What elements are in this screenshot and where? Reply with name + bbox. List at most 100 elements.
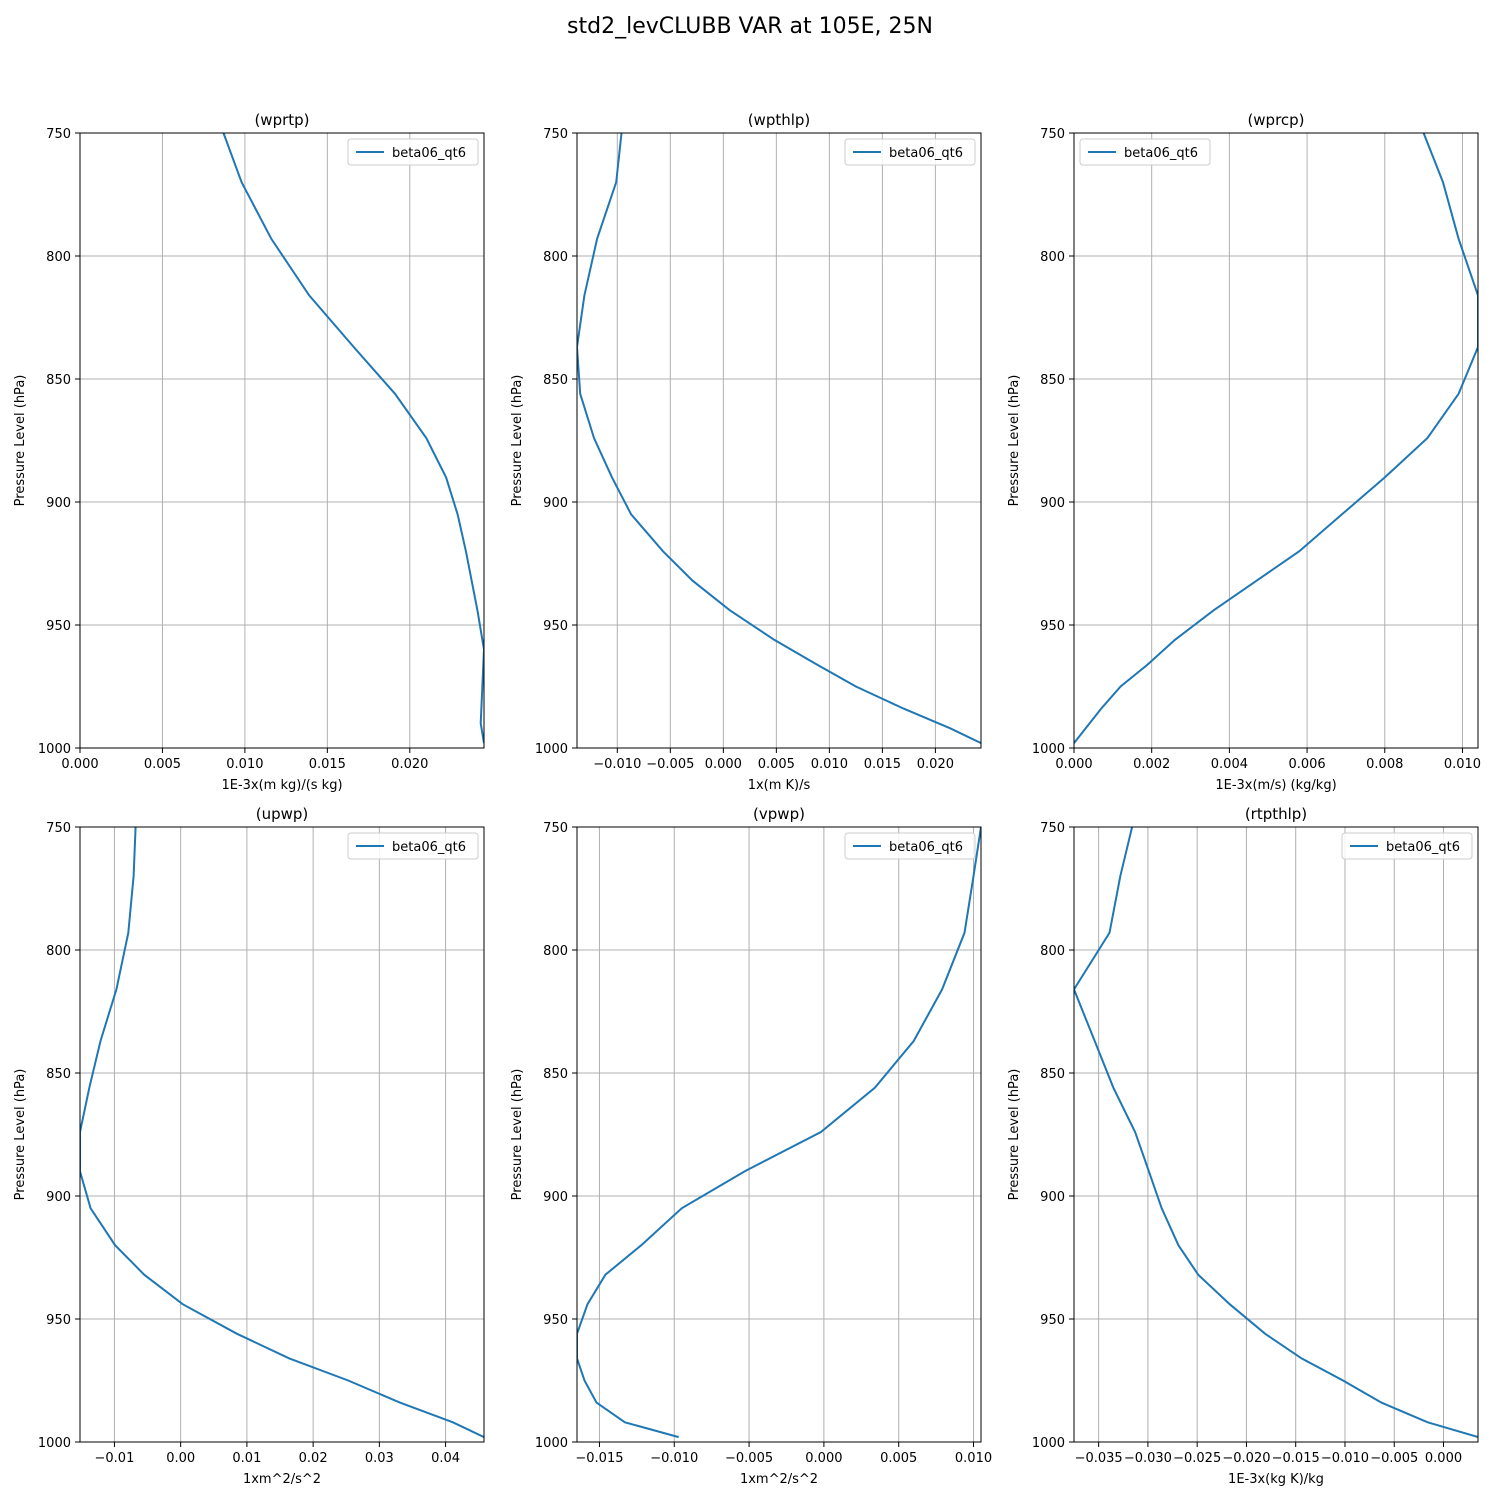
legend-label: beta06_qt6	[392, 146, 466, 161]
legend-box	[1079, 138, 1211, 166]
x-tick-label: −0.035	[1075, 1451, 1123, 1466]
y-axis-label: Pressure Level (hPa)	[510, 375, 525, 507]
series-line-1	[577, 827, 981, 1439]
series-line-1	[1074, 133, 1478, 744]
y-tick-label: 950	[543, 1313, 568, 1328]
x-tick-label: −0.010	[593, 757, 641, 772]
x-tick-label: −0.015	[575, 1451, 623, 1466]
x-tick-label: −0.005	[725, 1451, 773, 1466]
plot-frame	[79, 132, 485, 749]
y-tick-label: 900	[543, 496, 568, 511]
x-tick-label: 0.020	[917, 757, 954, 772]
x-tick-label: −0.025	[1173, 1451, 1221, 1466]
x-tick-label: 0.020	[391, 757, 428, 772]
x-tick-label: 0.008	[1366, 757, 1403, 772]
x-tick-label: 0.015	[309, 757, 346, 772]
plot-frame	[1073, 826, 1479, 1443]
y-tick-label: 950	[46, 1313, 71, 1328]
x-axis-label: 1E-3x(kg K)/kg	[1228, 1472, 1324, 1487]
x-tick-label: 0.005	[144, 757, 181, 772]
panel-title: (wpthlp)	[748, 111, 811, 129]
legend-box	[844, 832, 976, 860]
panel-title: (rtpthlp)	[1245, 805, 1307, 823]
legend-box	[1341, 832, 1473, 860]
panel-3: 0.000 0.002 0.004 0.006 0.008 0.010 750 800 850 9…	[1007, 111, 1481, 793]
panel-title: (upwp)	[256, 805, 309, 823]
x-tick-label: 0.01	[232, 1451, 261, 1466]
x-tick-label: −0.015	[1272, 1451, 1320, 1466]
x-axis-label: 1E-3x(m/s) (kg/kg)	[1215, 778, 1336, 793]
x-tick-label: 0.000	[705, 757, 742, 772]
y-tick-label: 850	[46, 373, 71, 388]
x-tick-label: −0.020	[1222, 1451, 1270, 1466]
x-tick-label: 0.005	[758, 757, 795, 772]
x-tick-label: 0.04	[431, 1451, 460, 1466]
panel-title: (vpwp)	[753, 805, 805, 823]
x-axis-label: 1xm^2/s^2	[740, 1472, 818, 1487]
y-tick-label: 900	[46, 1190, 71, 1205]
y-axis-label: Pressure Level (hPa)	[1007, 375, 1022, 507]
x-tick-label: 0.000	[1425, 1451, 1462, 1466]
y-tick-label: 950	[543, 619, 568, 634]
x-tick-label: 0.010	[1444, 757, 1481, 772]
legend-box	[347, 832, 479, 860]
x-tick-label: 0.010	[226, 757, 263, 772]
y-tick-label: 850	[543, 373, 568, 388]
legend-label: beta06_qt6	[889, 146, 963, 161]
panel-5: −0.015 −0.010 −0.005 0.000 0.005 0.010 750 800 8…	[510, 805, 992, 1487]
y-tick-label: 800	[46, 250, 71, 265]
y-tick-label: 900	[1040, 1190, 1065, 1205]
y-tick-label: 750	[1040, 127, 1065, 142]
y-tick-label: 900	[46, 496, 71, 511]
series-line-1	[80, 827, 484, 1439]
x-tick-label: 0.006	[1288, 757, 1325, 772]
y-tick-label: 850	[46, 1067, 71, 1082]
y-tick-label: 850	[1040, 373, 1065, 388]
y-tick-label: 1000	[1032, 1436, 1065, 1451]
x-tick-label: 0.02	[299, 1451, 328, 1466]
x-tick-label: 0.002	[1133, 757, 1170, 772]
y-tick-label: 750	[46, 127, 71, 142]
x-tick-label: −0.010	[650, 1451, 698, 1466]
x-tick-label: 0.000	[61, 757, 98, 772]
y-tick-label: 800	[543, 250, 568, 265]
x-tick-label: 0.000	[805, 1451, 842, 1466]
y-axis-label: Pressure Level (hPa)	[13, 375, 28, 507]
y-tick-label: 950	[1040, 1313, 1065, 1328]
x-tick-label: 0.015	[864, 757, 901, 772]
x-tick-label: 0.000	[1055, 757, 1092, 772]
legend-box	[844, 138, 976, 166]
x-tick-label: 0.03	[365, 1451, 394, 1466]
y-tick-label: 750	[1040, 821, 1065, 836]
x-tick-label: −0.01	[95, 1451, 135, 1466]
y-tick-label: 1000	[38, 1436, 71, 1451]
series-line-1	[222, 133, 484, 744]
panel-title: (wprtp)	[254, 111, 309, 129]
x-tick-label: 0.010	[811, 757, 848, 772]
y-axis-label: Pressure Level (hPa)	[510, 1069, 525, 1201]
y-tick-label: 900	[543, 1190, 568, 1205]
plot-frame	[576, 826, 982, 1443]
y-tick-label: 1000	[535, 1436, 568, 1451]
figure-title: std2_levCLUBB VAR at 105E, 25N	[567, 14, 933, 39]
legend-box	[347, 138, 479, 166]
x-tick-label: 0.010	[955, 1451, 992, 1466]
y-tick-label: 950	[1040, 619, 1065, 634]
y-tick-label: 750	[46, 821, 71, 836]
panel-title: (wprcp)	[1247, 111, 1304, 129]
x-tick-label: −0.005	[1370, 1451, 1418, 1466]
y-tick-label: 800	[543, 944, 568, 959]
y-tick-label: 850	[543, 1067, 568, 1082]
x-axis-label: 1E-3x(m kg)/(s kg)	[221, 778, 342, 793]
panel-1: 0.000 0.005 0.010 0.015 0.020 750 800 850 900 950…	[13, 111, 485, 793]
y-tick-label: 800	[1040, 250, 1065, 265]
y-tick-label: 900	[1040, 496, 1065, 511]
x-tick-label: −0.010	[1321, 1451, 1369, 1466]
y-axis-label: Pressure Level (hPa)	[13, 1069, 28, 1201]
legend-label: beta06_qt6	[1124, 146, 1198, 161]
legend-label: beta06_qt6	[889, 840, 963, 855]
y-tick-label: 750	[543, 821, 568, 836]
y-axis-label: Pressure Level (hPa)	[1007, 1069, 1022, 1201]
plot-frame	[79, 826, 485, 1443]
